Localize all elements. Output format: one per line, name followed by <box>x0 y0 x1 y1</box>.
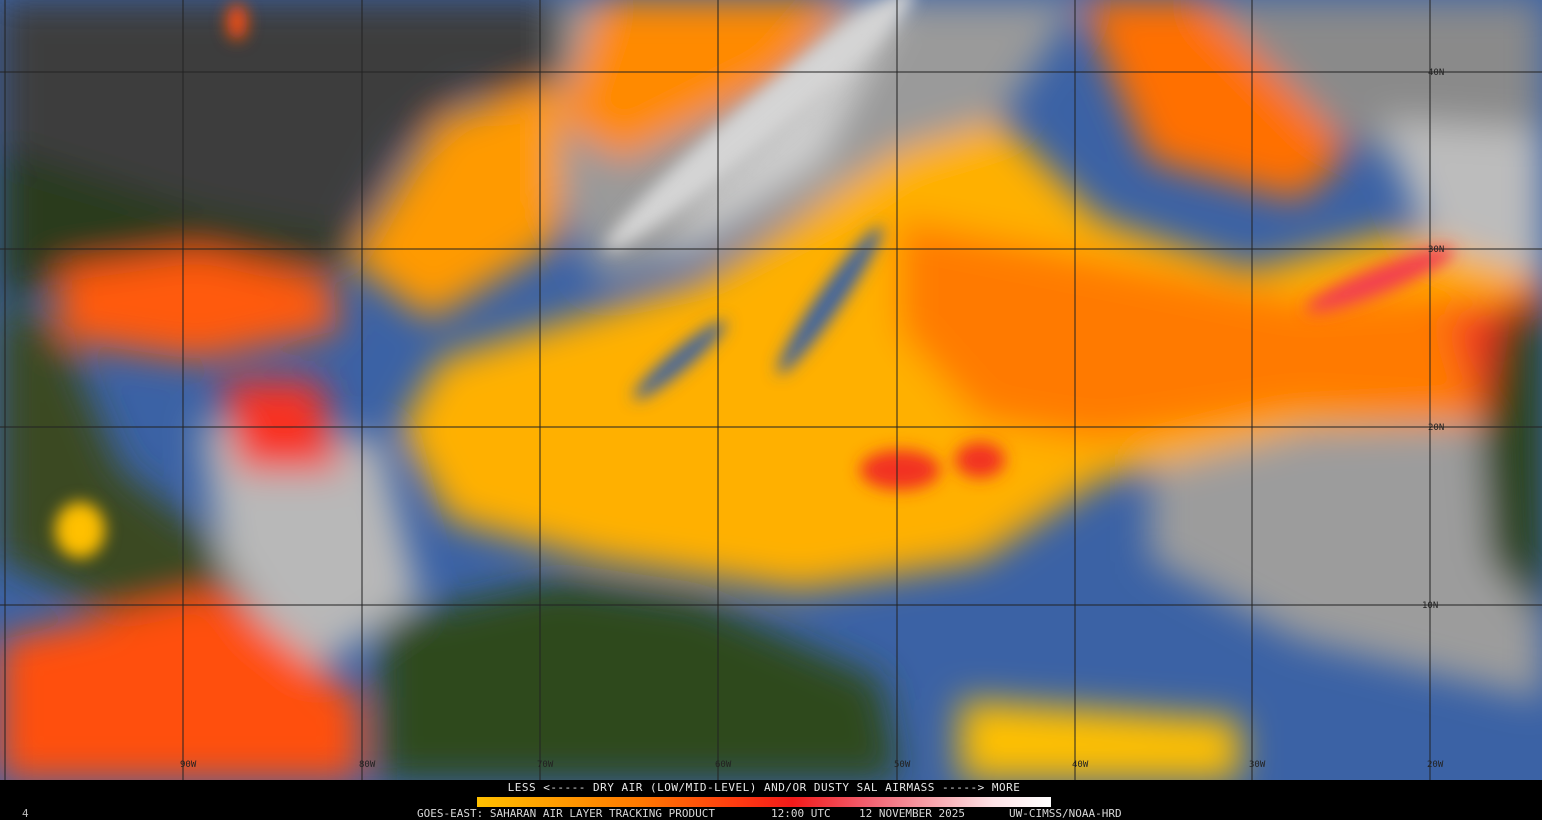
detail-layer <box>55 0 1455 558</box>
lon-label: 30W <box>1249 760 1266 770</box>
legend-title: LESS <----- DRY AIR (LOW/MID-LEVEL) AND/… <box>507 781 1021 794</box>
color-scale-bar <box>477 797 1051 807</box>
lon-label: 20W <box>1427 760 1444 770</box>
date-label: 12 NOVEMBER 2025 <box>859 807 965 820</box>
lon-label: 90W <box>180 760 197 770</box>
lat-label: 40N <box>1428 68 1444 78</box>
satellite-map: 90W 80W 70W 60W 50W 40W 30W 20W 40N 30N … <box>0 0 1542 780</box>
time-label: 12:00 UTC <box>771 807 831 820</box>
lon-label: 80W <box>359 760 376 770</box>
credit-label: UW-CIMSS/NOAA-HRD <box>1009 807 1122 820</box>
lon-label: 60W <box>715 760 732 770</box>
lon-label: 70W <box>537 760 554 770</box>
latitude-labels: 40N 30N 20N 10N <box>1422 68 1444 611</box>
imagery-layer <box>0 0 1542 780</box>
lon-label: 50W <box>894 760 911 770</box>
longitude-labels: 90W 80W 70W 60W 50W 40W 30W 20W <box>180 760 1444 770</box>
lat-label: 30N <box>1428 245 1444 255</box>
corner-mark: 4 <box>22 807 29 820</box>
lat-lon-grid <box>0 0 1542 780</box>
lat-label: 10N <box>1422 601 1438 611</box>
product-name: GOES-EAST: SAHARAN AIR LAYER TRACKING PR… <box>417 807 716 820</box>
lon-label: 40W <box>1072 760 1089 770</box>
lat-label: 20N <box>1428 423 1444 433</box>
